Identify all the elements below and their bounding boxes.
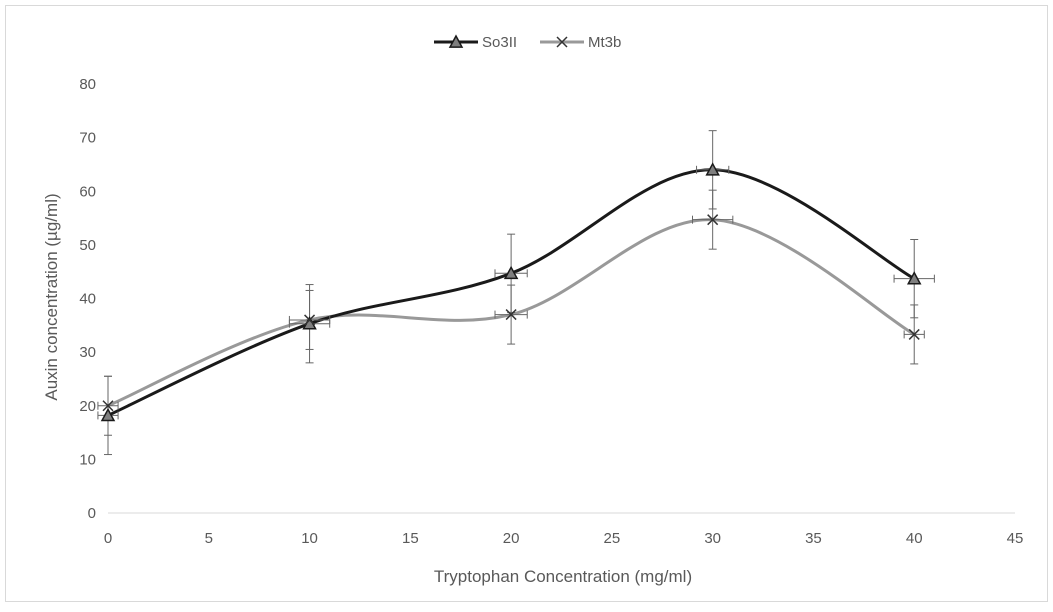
legend-item-so3ii: So3II [434,34,517,51]
data-point-so3ii [906,271,922,285]
data-point-mt3b [102,400,114,412]
y-tick-label: 20 [79,398,96,415]
plot-layer [97,130,935,456]
marker-stroke [102,400,114,412]
marker-stroke [505,309,517,321]
data-point-mt3b [707,214,719,226]
chart-area-border [5,5,1048,602]
y-tick-label: 0 [88,505,96,522]
x-tick-labels: 0 5 10 15 20 25 30 35 40 45 [104,530,1024,547]
marker-stroke [908,328,920,340]
x-tick-label: 25 [604,530,621,547]
legend-item-mt3b: Mt3b [540,34,621,51]
y-tick-label: 70 [79,130,96,147]
data-point-so3ii [705,162,720,176]
legend-label: Mt3b [588,34,621,51]
marker-stroke [304,314,316,326]
y-tick-label: 80 [79,76,96,93]
y-tick-labels: 0 10 20 30 40 50 60 70 80 [79,76,96,522]
legend-marker [556,36,568,48]
data-point-mt3b [304,314,316,326]
x-tick-label: 40 [906,530,923,547]
y-tick-label: 50 [79,237,96,254]
y-tick-label: 60 [79,183,96,200]
data-point-mt3b [908,328,920,340]
x-tick-label: 35 [805,530,822,547]
marker-stroke [707,214,719,226]
x-tick-label: 20 [503,530,520,547]
x-axis-title: Tryptophan Concentration (mg/ml) [434,567,692,586]
x-tick-label: 10 [301,530,318,547]
legend-marker [448,34,464,48]
legend: So3II Mt3b [434,34,621,51]
y-tick-label: 40 [79,291,96,308]
data-point-so3ii [100,407,116,422]
y-axis-title: Auxin concentration (µg/ml) [42,193,61,400]
x-tick-label: 5 [205,530,213,547]
x-tick-label: 15 [402,530,419,547]
marker-stroke [556,36,568,48]
data-point-so3ii [503,265,519,280]
data-point-mt3b [505,309,517,321]
x-tick-label: 30 [704,530,721,547]
y-tick-label: 30 [79,344,96,361]
x-tick-label: 45 [1007,530,1024,547]
x-tick-label: 0 [104,530,112,547]
legend-label: So3II [482,34,517,51]
y-tick-label: 10 [79,451,96,468]
